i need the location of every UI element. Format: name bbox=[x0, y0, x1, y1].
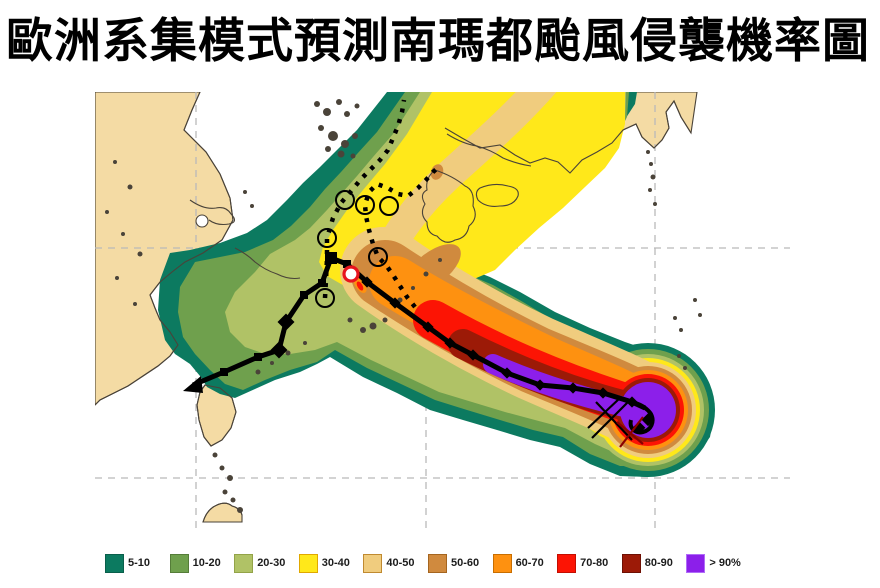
legend-item: 80-90 bbox=[621, 553, 687, 573]
legend-label: > 90% bbox=[709, 557, 741, 569]
shikoku-outline bbox=[475, 183, 519, 207]
legend-item: 50-60 bbox=[427, 553, 493, 573]
legend-swatch bbox=[169, 553, 189, 573]
legend-swatch bbox=[621, 553, 641, 573]
legend-swatch bbox=[686, 553, 706, 573]
legend-label: 20-30 bbox=[257, 557, 286, 569]
cross-red-strokes bbox=[616, 416, 644, 448]
legend-item: 30-40 bbox=[298, 553, 364, 573]
legend-label: 50-60 bbox=[450, 557, 480, 569]
lake-taihu bbox=[195, 214, 209, 228]
map-canvas bbox=[94, 65, 790, 532]
ensemble-tracks bbox=[315, 99, 442, 309]
ensemble-track-west bbox=[322, 99, 407, 299]
legend-item: > 90% bbox=[686, 553, 751, 573]
probability-map bbox=[94, 65, 790, 532]
legend-item: 40-50 bbox=[363, 553, 428, 573]
legend-item: 5-10 bbox=[105, 553, 170, 573]
typhoon-center-cross bbox=[587, 397, 644, 448]
track-arrow-head bbox=[183, 376, 203, 393]
china-coastline bbox=[94, 91, 234, 406]
legend-swatch bbox=[105, 553, 124, 573]
legend-item: 10-20 bbox=[169, 553, 235, 573]
legend-swatch bbox=[492, 553, 512, 573]
legend-swatch bbox=[363, 553, 383, 573]
deterministic-track bbox=[183, 252, 655, 435]
kyushu-outline bbox=[421, 169, 476, 243]
legend-label: 10-20 bbox=[192, 557, 221, 569]
legend-label: 80-90 bbox=[644, 557, 673, 569]
legend-item: 20-30 bbox=[234, 553, 299, 573]
page-title: 歐洲系集模式預測南瑪都颱風侵襲機率圖 bbox=[6, 16, 870, 68]
coastlines bbox=[94, 91, 692, 523]
delta-coast-squiggle bbox=[234, 247, 301, 280]
legend-label: 60-70 bbox=[515, 557, 544, 569]
legend-label: 70-80 bbox=[580, 557, 609, 569]
ensemble-track-east bbox=[362, 164, 442, 309]
honshu-south-coast bbox=[444, 99, 692, 174]
legend-label: 5-10 bbox=[128, 557, 151, 569]
legend-swatch bbox=[557, 553, 577, 573]
yangtze-river bbox=[189, 199, 236, 226]
seto-inland-coast bbox=[446, 133, 532, 167]
taiwan-outline bbox=[196, 384, 237, 447]
legend-label: 30-40 bbox=[321, 557, 350, 569]
legend-swatch bbox=[427, 553, 447, 573]
legend-item: 60-70 bbox=[492, 553, 558, 573]
ensemble-position-circles bbox=[315, 190, 399, 308]
current-position-marker bbox=[342, 265, 360, 283]
island-specks bbox=[105, 99, 702, 513]
legend-item: 70-80 bbox=[557, 553, 622, 573]
legend-swatch bbox=[234, 553, 254, 573]
legend-label: 40-50 bbox=[386, 557, 415, 569]
probability-legend: 5-10 10-20 20-30 30-40 40-50 50-60 60-70 70-80 8… bbox=[105, 550, 875, 576]
legend-swatch bbox=[298, 553, 318, 573]
